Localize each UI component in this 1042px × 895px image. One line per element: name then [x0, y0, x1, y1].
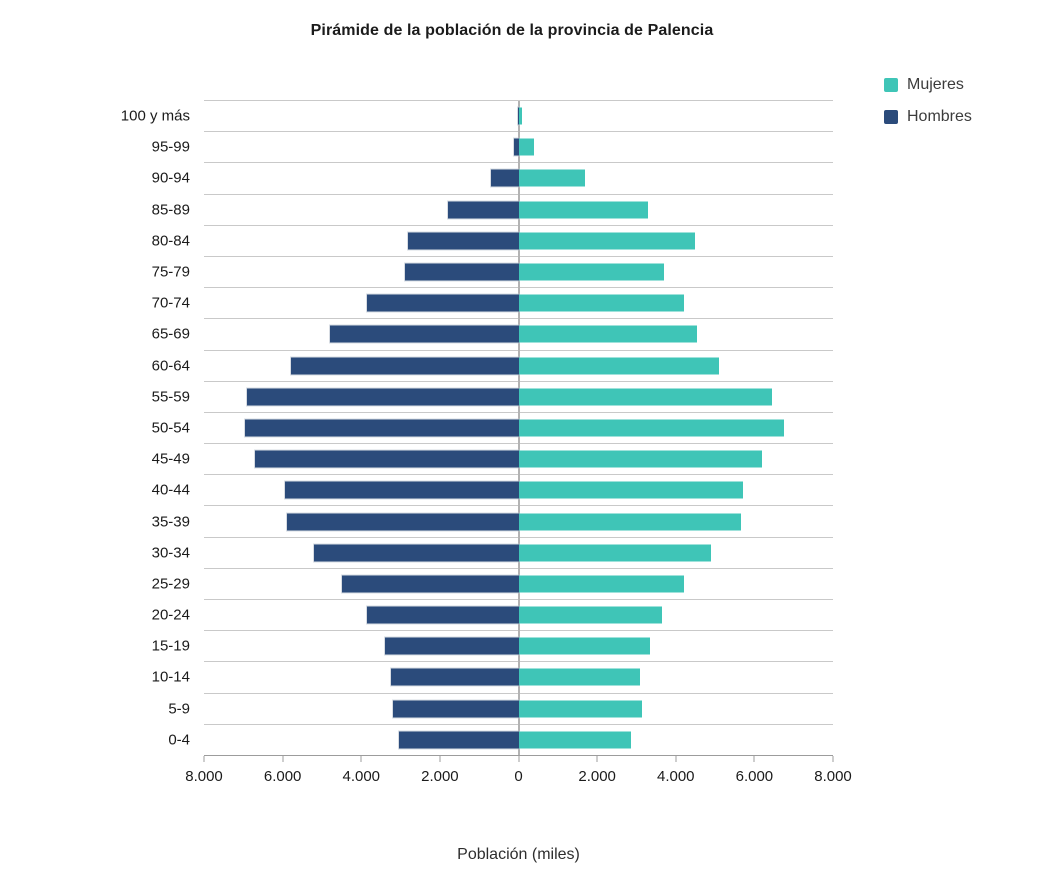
age-row: 0-4	[168, 725, 833, 755]
age-row: 35-39	[152, 506, 833, 538]
bar-mujeres	[518, 606, 662, 624]
bar-mujeres	[518, 325, 698, 343]
bar-hombres	[286, 513, 519, 531]
bar-hombres	[390, 668, 519, 686]
bar-mujeres	[518, 294, 684, 312]
bar-mujeres	[518, 357, 719, 375]
x-tick-mark	[360, 756, 362, 762]
x-tick-mark	[203, 756, 205, 762]
bar-mujeres	[518, 731, 631, 749]
x-tick-label: 2.000	[421, 768, 459, 785]
age-row: 45-49	[152, 444, 833, 476]
x-tick-label: 4.000	[656, 768, 695, 785]
bar-mujeres	[518, 668, 641, 686]
y-axis-label: 45-49	[151, 450, 190, 468]
y-axis-label: 60-64	[151, 357, 190, 375]
bar-hombres	[517, 107, 519, 125]
bar-hombres	[392, 700, 519, 718]
bar-hombres	[255, 450, 519, 468]
y-axis-label: 100 y más	[120, 107, 190, 125]
bar-hombres	[245, 419, 519, 437]
bar-mujeres	[518, 450, 763, 468]
bar-mujeres	[518, 637, 651, 655]
x-tick-label: 6.000	[263, 768, 302, 785]
bar-hombres	[284, 481, 519, 499]
legend: Mujeres Hombres	[884, 76, 972, 126]
bar-mujeres	[518, 388, 773, 406]
y-axis-label: 20-24	[151, 606, 190, 624]
y-axis-label: 75-79	[151, 263, 190, 281]
y-axis-label: 55-59	[151, 388, 190, 406]
x-tick-label: 4.000	[342, 768, 381, 785]
x-tick-label: 6.000	[735, 768, 774, 785]
x-tick-label: 8.000	[814, 768, 852, 785]
legend-swatch	[884, 110, 898, 124]
x-tick-mark	[282, 756, 284, 762]
bar-mujeres	[518, 481, 743, 499]
bar-hombres	[290, 357, 519, 375]
bar-hombres	[404, 263, 519, 281]
bar-mujeres	[518, 544, 712, 562]
bar-hombres	[490, 169, 519, 187]
y-axis-label: 70-74	[151, 294, 190, 312]
y-axis-label: 90-94	[151, 169, 190, 187]
bar-hombres	[314, 544, 519, 562]
x-tick-mark	[439, 756, 441, 762]
age-row: 15-19	[152, 631, 833, 663]
bar-hombres	[367, 606, 519, 624]
y-axis-label: 15-19	[151, 637, 190, 655]
x-axis: 8.000 6.000 4.000 2.000 0 2.000 4.000 6.000 8.00…	[185, 756, 852, 796]
bar-mujeres	[518, 138, 535, 156]
bar-mujeres	[518, 201, 649, 219]
bar-mujeres	[518, 169, 586, 187]
bar-hombres	[398, 731, 519, 749]
y-axis-label: 85-89	[151, 201, 190, 219]
y-axis-label: 80-84	[151, 232, 190, 250]
x-tick-label: 0	[514, 768, 523, 785]
x-tick-mark	[832, 756, 834, 762]
y-axis-label: 35-39	[151, 513, 190, 531]
bar-hombres	[408, 232, 519, 250]
bar-hombres	[384, 637, 519, 655]
bar-hombres	[367, 294, 519, 312]
x-tick-mark	[753, 756, 755, 762]
bar-mujeres	[518, 263, 664, 281]
legend-swatch	[884, 78, 898, 92]
chart-title: Pirámide de la población de la provincia…	[310, 22, 714, 39]
x-tick-label: 2.000	[578, 768, 616, 785]
bar-hombres	[341, 575, 519, 593]
y-axis-label: 25-29	[151, 575, 190, 593]
y-axis-label: 30-34	[151, 544, 190, 562]
legend-label: Hombres	[907, 108, 972, 125]
x-tick-mark	[596, 756, 598, 762]
bar-mujeres	[518, 419, 784, 437]
bar-hombres	[329, 325, 519, 343]
bar-hombres	[447, 201, 519, 219]
y-axis-label: 0-4	[168, 731, 190, 749]
legend-item-hombres[interactable]: Hombres	[884, 108, 972, 126]
age-row: 50-54	[152, 413, 833, 445]
y-axis-label: 95-99	[151, 138, 190, 156]
bar-hombres	[513, 138, 519, 156]
bar-mujeres	[518, 700, 643, 718]
bar-mujeres	[518, 513, 741, 531]
age-row: 10-14	[152, 662, 833, 694]
x-axis-title: Población (miles)	[457, 846, 580, 863]
legend-label: Mujeres	[907, 76, 964, 93]
x-tick-mark	[675, 756, 677, 762]
y-axis-label: 65-69	[151, 325, 190, 343]
x-tick-label: 8.000	[185, 768, 223, 785]
bar-hombres	[247, 388, 519, 406]
y-axis-label: 50-54	[151, 419, 190, 437]
bar-mujeres	[518, 575, 684, 593]
bar-mujeres	[518, 107, 523, 125]
legend-item-mujeres[interactable]: Mujeres	[884, 76, 972, 94]
bar-mujeres	[518, 232, 696, 250]
plot-area: 100 y más 95-99 90-94 85-89 80-84 75-79 70-74 6…	[121, 100, 833, 756]
y-axis-label: 5-9	[168, 700, 190, 718]
y-axis-label: 10-14	[151, 668, 190, 686]
x-tick-mark	[518, 756, 519, 762]
y-axis-label: 40-44	[151, 481, 190, 499]
